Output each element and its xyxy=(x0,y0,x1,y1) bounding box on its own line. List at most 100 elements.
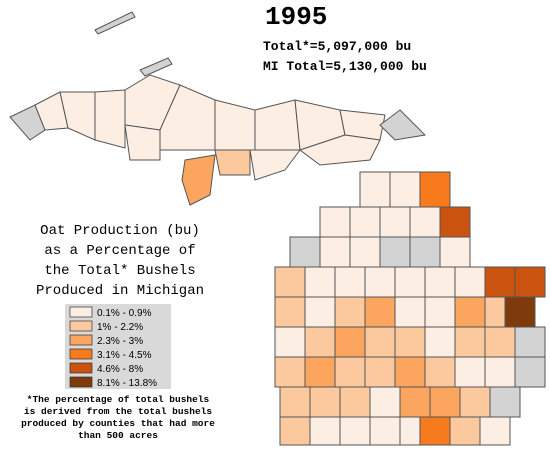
michigan-map xyxy=(9,11,546,446)
county xyxy=(419,171,451,208)
map-title-line: as a Percentage of xyxy=(44,243,195,259)
county xyxy=(369,386,401,418)
county xyxy=(334,266,366,298)
county xyxy=(424,296,456,328)
county xyxy=(274,296,306,328)
county xyxy=(94,89,126,149)
county xyxy=(419,416,451,446)
county xyxy=(394,356,426,388)
county xyxy=(514,326,546,358)
legend-swatch xyxy=(69,334,93,346)
county xyxy=(449,416,481,446)
county xyxy=(484,326,516,358)
county xyxy=(139,57,173,77)
county xyxy=(364,356,396,388)
county xyxy=(364,326,396,358)
county xyxy=(334,356,366,388)
county xyxy=(489,386,521,418)
county xyxy=(389,171,421,208)
county xyxy=(409,206,441,238)
total-line: Total*=5,097,000 bu xyxy=(263,39,411,54)
county xyxy=(304,266,336,298)
county xyxy=(319,236,351,268)
county xyxy=(274,356,306,388)
legend: 0.1% - 0.9% 1% - 2.2% 2.3% - 3% 3.1% - 4.5%… xyxy=(69,306,157,389)
county xyxy=(59,91,96,141)
county xyxy=(279,386,311,418)
legend-label: 2.3% - 3% xyxy=(97,336,143,347)
footnote-line: *The percentage of total bushels xyxy=(27,394,210,405)
legend-box xyxy=(65,304,171,389)
map-title-line: Oat Production (bu) xyxy=(40,223,200,239)
county xyxy=(364,266,396,298)
county xyxy=(339,386,371,418)
county xyxy=(429,386,461,418)
county xyxy=(484,356,516,388)
county xyxy=(359,171,391,208)
county xyxy=(514,266,546,298)
county xyxy=(439,206,471,238)
county xyxy=(304,356,336,388)
county xyxy=(214,149,251,176)
legend-label: 4.6% - 8% xyxy=(97,364,143,375)
county xyxy=(249,149,301,181)
map-title-line: the Total* Bushels xyxy=(44,263,195,279)
footnote-line: produced by counties that had more xyxy=(21,418,215,429)
county xyxy=(319,206,351,238)
county xyxy=(298,134,381,166)
county xyxy=(424,266,456,298)
county xyxy=(424,326,456,358)
map-title-line: Produced in Michigan xyxy=(36,283,204,299)
county xyxy=(304,326,336,358)
county xyxy=(339,416,371,446)
county xyxy=(309,386,341,418)
county xyxy=(484,266,516,298)
legend-swatch xyxy=(69,362,93,374)
map-year: 1995 xyxy=(265,2,327,32)
footnote-line: is derived from the total bushels xyxy=(24,406,212,417)
county xyxy=(289,236,321,268)
county xyxy=(349,236,381,268)
county xyxy=(214,99,256,151)
county xyxy=(274,266,306,298)
county xyxy=(454,356,486,388)
legend-label: 3.1% - 4.5% xyxy=(97,350,152,361)
legend-swatch xyxy=(69,320,93,332)
legend-swatch xyxy=(69,376,93,388)
county xyxy=(399,386,431,418)
legend-label: 8.1% - 13.8% xyxy=(97,378,157,389)
legend-label: 1% - 2.2% xyxy=(97,322,143,333)
county xyxy=(424,356,456,388)
county xyxy=(274,326,306,358)
legend-swatch xyxy=(69,306,93,318)
county xyxy=(334,296,366,328)
county xyxy=(394,326,426,358)
county xyxy=(379,109,427,141)
county xyxy=(514,356,546,388)
county xyxy=(254,99,301,151)
county xyxy=(454,326,486,358)
county xyxy=(394,266,426,298)
county xyxy=(369,416,401,446)
county xyxy=(394,296,426,328)
county xyxy=(279,416,311,446)
county xyxy=(334,326,366,358)
footnote-line: than 500 acres xyxy=(78,430,158,441)
county xyxy=(379,236,411,268)
total-line: MI Total=5,130,000 bu xyxy=(263,59,427,74)
county xyxy=(504,296,536,328)
legend-swatch xyxy=(69,348,93,360)
county xyxy=(409,236,441,268)
county xyxy=(459,386,491,418)
county xyxy=(454,266,486,298)
county xyxy=(454,296,486,328)
county xyxy=(349,206,381,238)
county xyxy=(309,416,341,446)
map-title: Oat Production (bu) as a Percentage of the… xyxy=(36,223,204,299)
county xyxy=(479,416,511,446)
county xyxy=(181,154,216,206)
county xyxy=(94,11,136,35)
county xyxy=(304,296,336,328)
